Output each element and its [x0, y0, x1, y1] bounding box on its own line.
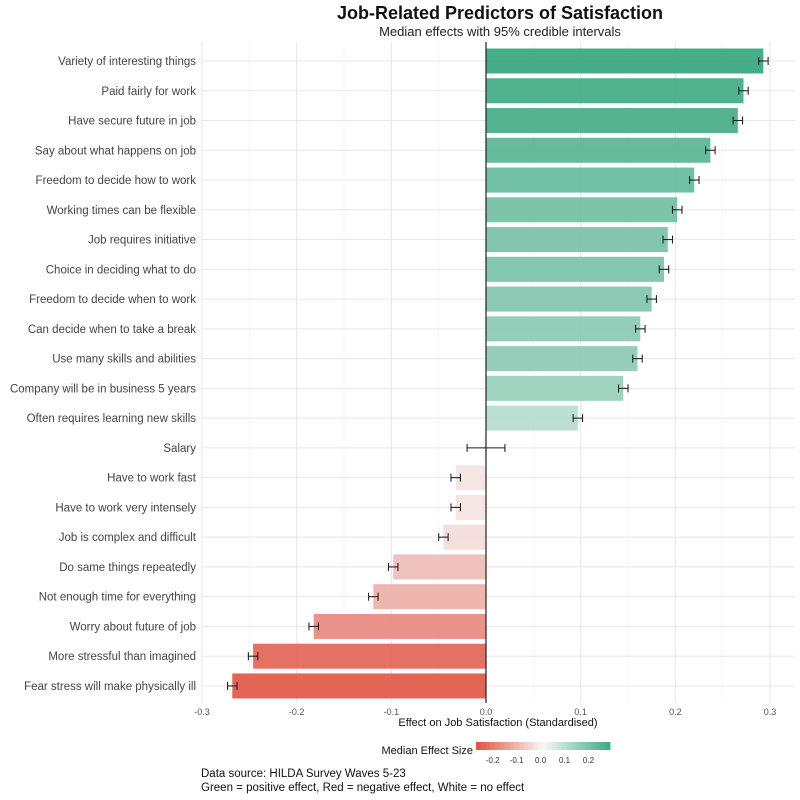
category-label: Freedom to decide how to work [36, 175, 197, 187]
category-label: Use many skills and abilities [52, 354, 196, 366]
bar [313, 613, 486, 639]
category-label: Do same things repeatedly [59, 562, 196, 574]
legend-color-swatch [576, 742, 582, 750]
x-axis-title: Effect on Job Satisfaction (Standardised… [398, 717, 597, 729]
category-label: Paid fairly for work [101, 86, 196, 98]
legend-color-swatch [566, 742, 573, 750]
chart-subtitle: Median effects with 95% credible interva… [379, 24, 621, 39]
legend-color-swatch [485, 742, 491, 750]
footer-note: Green = positive effect, Red = negative … [201, 782, 525, 794]
category-label: Say about what happens on job [35, 145, 196, 157]
legend-color-swatch [519, 742, 525, 750]
category-label: Have to work fast [107, 473, 197, 485]
legend-color-swatch [523, 742, 530, 750]
bar [373, 584, 486, 610]
bar [486, 375, 624, 401]
legend-color-swatch [552, 742, 558, 750]
x-tick-label: 0.2 [669, 707, 682, 717]
category-label: Worry about future of job [70, 621, 196, 633]
category-label: Have secure future in job [68, 116, 196, 128]
bar [486, 108, 738, 134]
category-label: Often requires learning new skills [27, 413, 197, 425]
bar [253, 643, 486, 669]
legend-tick-label: -0.2 [486, 756, 500, 765]
x-tick-label: -0.3 [194, 707, 210, 717]
bar [393, 554, 486, 580]
bar [486, 167, 695, 193]
legend-color-swatch [543, 742, 549, 750]
legend-color-swatch [600, 742, 606, 750]
category-label: Working times can be flexible [47, 205, 196, 217]
legend-color-swatch [499, 742, 506, 750]
legend-tick-label: 0.1 [559, 756, 571, 765]
x-tick-label: 0.0 [480, 707, 493, 717]
bar [486, 197, 678, 223]
legend-color-swatch [605, 742, 611, 750]
chart-title: Job-Related Predictors of Satisfaction [336, 3, 664, 23]
bar [486, 286, 652, 312]
legend-color-swatch [514, 742, 520, 750]
category-label: Can decide when to take a break [28, 324, 196, 336]
category-label: Have to work very intensely [55, 502, 196, 514]
x-tick-label: 0.1 [574, 707, 587, 717]
bar [486, 227, 668, 253]
legend-color-swatch [595, 742, 601, 750]
legend-color-swatch [538, 742, 544, 750]
legend-color-swatch [490, 742, 496, 750]
category-label: Variety of interesting things [58, 56, 196, 68]
bar [232, 673, 486, 699]
bar [486, 78, 744, 104]
bar [486, 48, 764, 74]
legend-tick-label: 0.2 [583, 756, 595, 765]
x-tick-label: -0.2 [289, 707, 305, 717]
category-label: Job is complex and difficult [59, 532, 197, 544]
legend-tick-label: 0.0 [535, 756, 547, 765]
bar [486, 405, 578, 431]
legend-tick-label: -0.1 [510, 756, 524, 765]
legend-color-swatch [590, 742, 597, 750]
legend-color-swatch [557, 742, 563, 750]
bar [486, 346, 638, 372]
legend-color-swatch [547, 742, 554, 750]
legend-color-swatch [586, 742, 592, 750]
bar [486, 316, 641, 342]
x-tick-label: -0.1 [384, 707, 400, 717]
category-label: Fear stress will make physically ill [24, 681, 196, 693]
legend-title: Median Effect Size [381, 745, 473, 757]
legend-color-swatch [504, 742, 510, 750]
x-tick-label: 0.3 [764, 707, 777, 717]
category-label: Job requires initiative [88, 235, 196, 247]
legend-color-swatch [480, 742, 487, 750]
category-label: Salary [163, 443, 196, 455]
category-label: Not enough time for everything [39, 592, 196, 604]
legend-color-swatch [476, 742, 482, 750]
bar [443, 524, 486, 550]
legend-color-swatch [581, 742, 587, 750]
bar [486, 137, 711, 163]
legend-color-swatch [509, 742, 515, 750]
category-label: Freedom to decide when to work [29, 294, 196, 306]
legend-color-swatch [495, 742, 501, 750]
legend-color-swatch [533, 742, 539, 750]
bar [486, 256, 664, 282]
footer-source: Data source: HILDA Survey Waves 5-23 [201, 768, 406, 780]
category-label: More stressful than imagined [48, 651, 196, 663]
category-label: Company will be in business 5 years [10, 383, 196, 395]
category-label: Choice in deciding what to do [46, 264, 196, 276]
legend-color-swatch [562, 742, 568, 750]
legend-color-swatch [571, 742, 577, 750]
legend-color-swatch [528, 742, 534, 750]
